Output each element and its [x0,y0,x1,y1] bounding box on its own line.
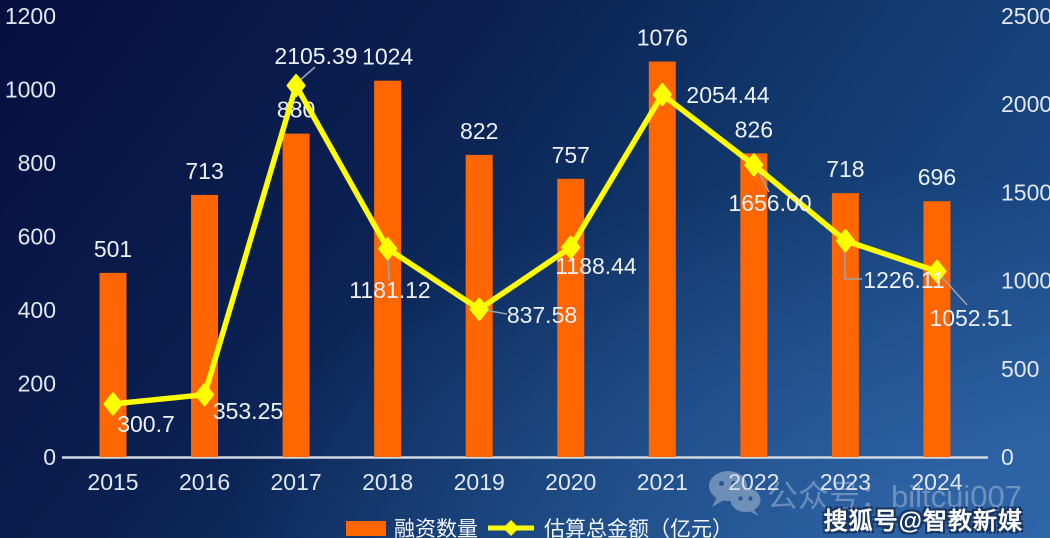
x-axis-label-2017: 2017 [271,469,322,495]
bar-value-label-2023: 718 [826,156,864,182]
bar-2021 [648,61,676,457]
bar-2016 [191,194,219,457]
left-axis-tick: 1200 [5,3,56,29]
right-axis-tick: 2500 [1001,3,1050,29]
line-marker-2021 [652,83,672,107]
left-axis-tick: 600 [18,224,56,250]
right-axis-tick: 500 [1001,356,1039,382]
legend-line-label: 估算总金额（亿元） [544,518,733,538]
line-marker-2016 [195,383,215,407]
x-axis-label-2020: 2020 [545,469,596,495]
right-axis-tick: 1000 [1001,268,1050,294]
line-value-label-2019: 837.58 [507,302,577,328]
x-axis-label-2021: 2021 [637,469,688,495]
line-value-label-2017: 2105.39 [274,43,357,69]
bar-value-label-2022: 826 [735,116,773,142]
label-leader-line-2022 [756,168,770,193]
x-axis-label-2023: 2023 [820,469,871,495]
bar-2015 [99,272,127,457]
wechat-watermark-text: 公众号：biltcui007 [767,478,1022,514]
x-axis-label-2018: 2018 [362,469,413,495]
bar-value-label-2015: 501 [94,236,132,262]
bar-value-label-2020: 757 [552,142,590,168]
line-series [110,82,940,407]
label-leader-line-2017 [298,66,316,82]
legend-bar-swatch [346,520,386,536]
line-marker-2024 [927,259,947,283]
legend-bar-label: 融资数量 [394,518,478,538]
bar-value-label-2021: 1076 [637,25,688,51]
line-marker-2015 [103,392,123,416]
chart-legend: 融资数量 估算总金额（亿元） [346,513,733,538]
left-axis-tick: 0 [43,444,56,470]
bar-2017 [282,133,310,457]
line-value-label-2016: 353.25 [213,398,283,424]
line-value-label-2022: 1656.00 [728,190,811,216]
legend-line-swatch [488,520,534,536]
line-value-label-2021: 2054.44 [686,82,769,108]
left-axis-tick: 800 [18,150,56,176]
label-leader-line-2023 [844,245,862,280]
label-leader-line-2024 [940,275,968,306]
right-axis-tick: 2000 [1001,91,1050,117]
x-axis-label-2022: 2022 [728,469,779,495]
line-value-label-2015: 300.7 [117,411,175,437]
bar-value-label-2019: 822 [460,118,498,144]
bar-2018 [374,80,402,458]
line-marker-2023 [835,229,855,253]
left-axis-tick: 400 [18,297,56,323]
x-axis-label-2016: 2016 [179,469,230,495]
right-axis-tick: 1500 [1001,179,1050,205]
line-value-label-2023: 1226.11 [863,267,944,293]
wechat-icon [708,470,762,516]
line-marker-2022 [744,153,764,177]
left-axis-tick: 200 [18,371,56,397]
line-marker-2018 [378,237,398,261]
bar-value-label-2024: 696 [918,164,956,190]
wechat-watermark: 公众号：biltcui007 [708,470,1022,516]
line-value-label-2024: 1052.51 [929,305,1012,331]
bar-value-label-2016: 713 [185,158,223,184]
sohu-watermark-text: 搜狐号@智教新媒 [823,508,1023,535]
line-value-label-2018: 1181.12 [349,277,430,303]
bar-2022 [740,153,768,457]
x-axis-label-2024: 2024 [911,469,962,495]
bar-value-label-2018: 1024 [362,44,413,70]
x-axis-label-2015: 2015 [87,469,138,495]
x-axis-label-2019: 2019 [454,469,505,495]
left-axis-tick: 1000 [5,77,56,103]
line-marker-2017 [286,74,306,98]
line-marker-2020 [561,235,581,259]
bar-2024 [923,201,951,457]
right-axis-tick: 0 [1001,444,1014,470]
bar-2020 [557,178,585,458]
line-value-label-2020: 1188.44 [555,253,637,279]
line-marker-2019 [469,297,489,321]
